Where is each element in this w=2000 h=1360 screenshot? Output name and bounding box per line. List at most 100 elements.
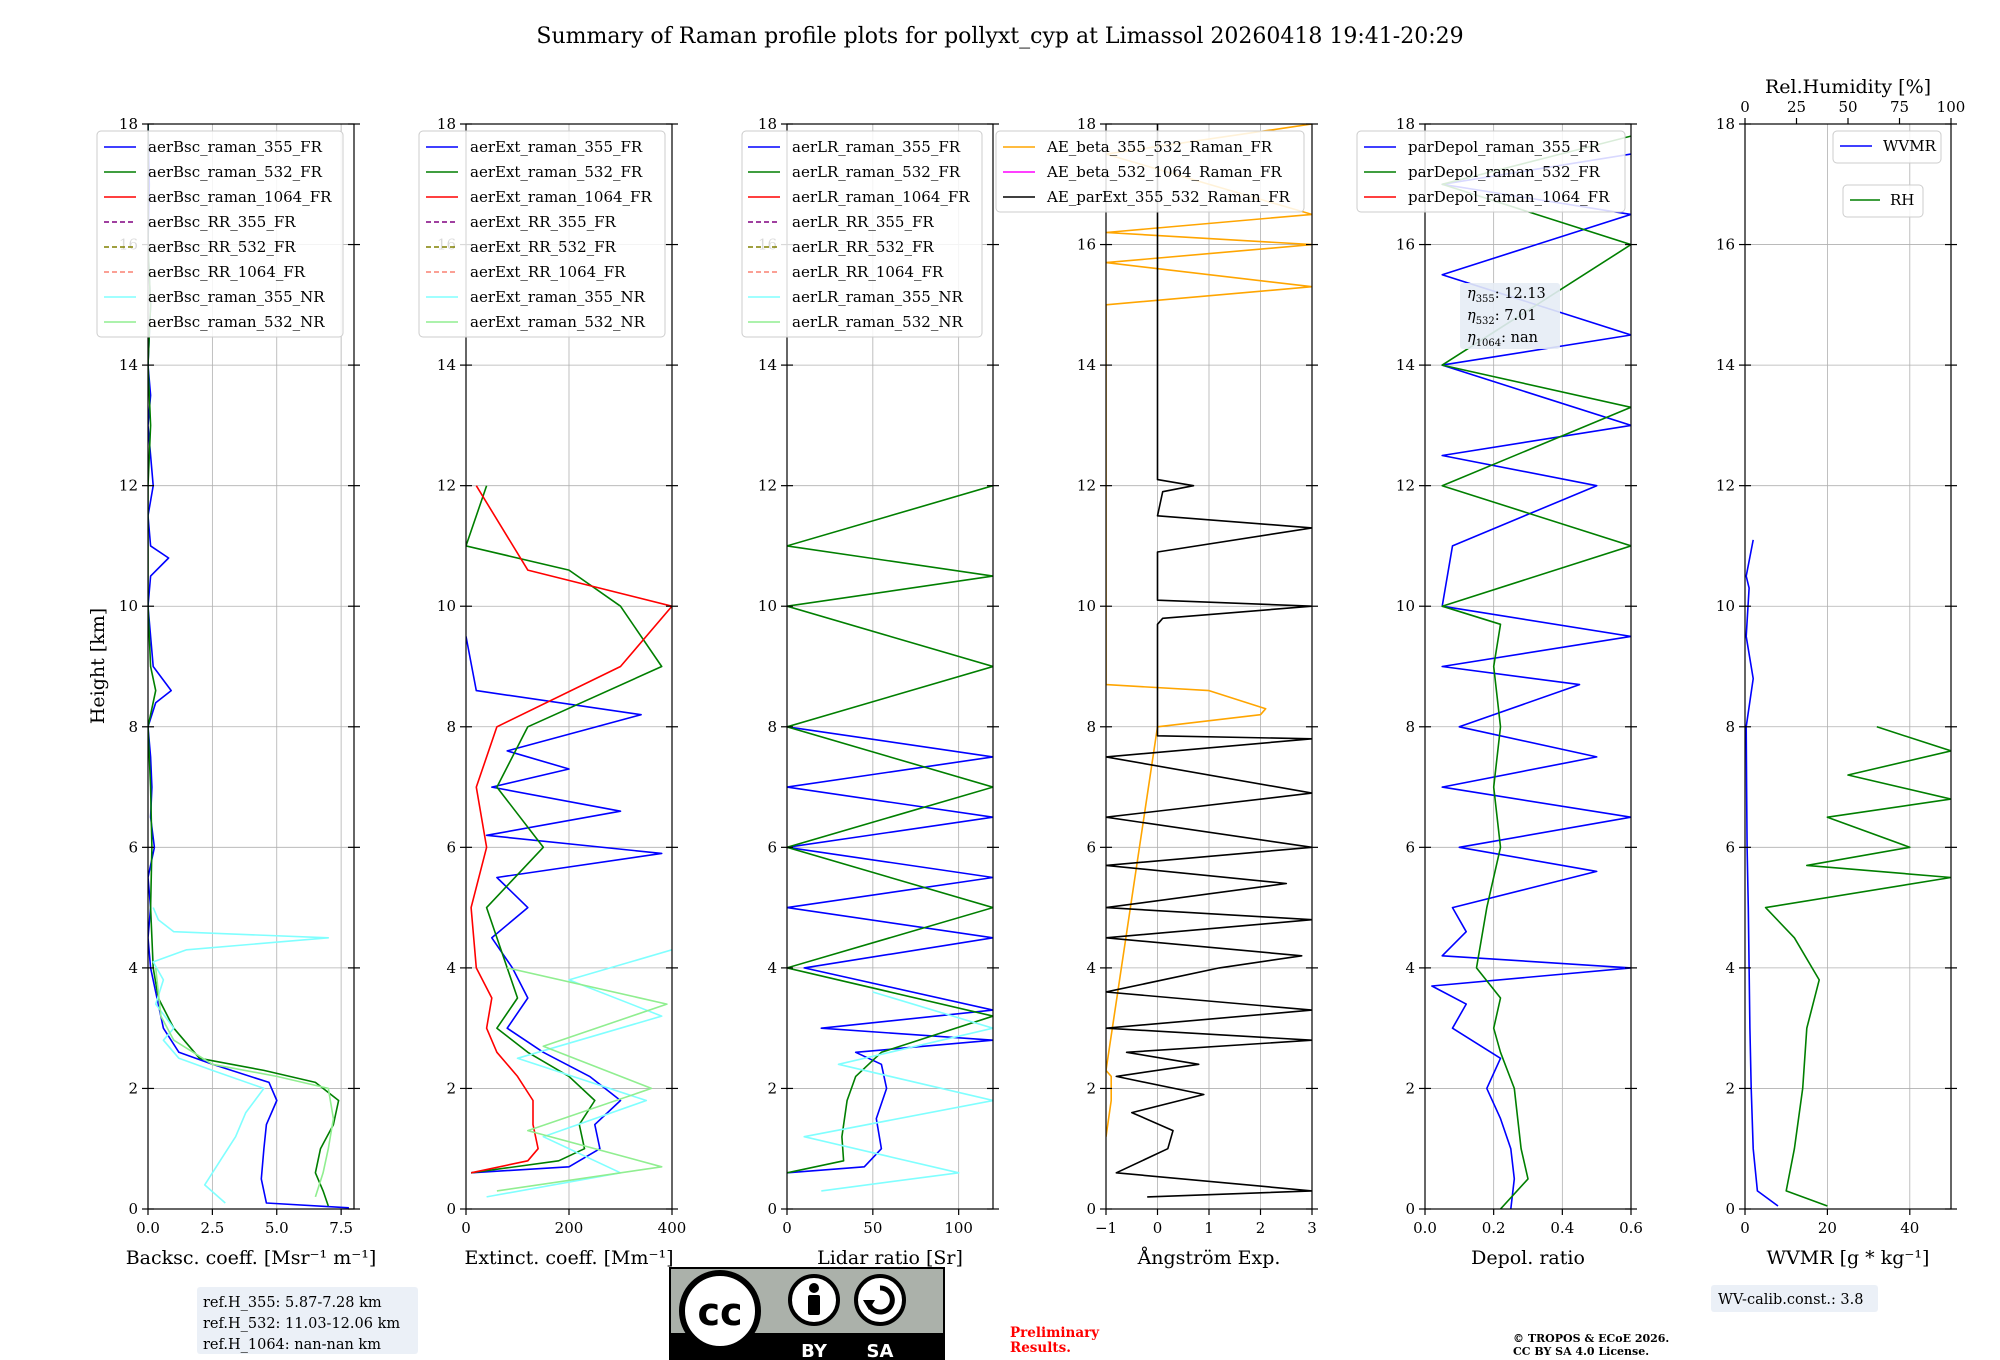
y-tick-label: 6 [446,838,456,856]
cc-logo-text: cc [697,1290,742,1334]
y-tick-label: 8 [1405,718,1415,736]
y-tick-label: 4 [1086,959,1096,977]
series-group [1745,539,1951,1207]
x-tick-label: 400 [658,1219,687,1237]
y-tick-label: 12 [437,477,456,495]
legend-label: aerExt_raman_532_NR [470,313,646,331]
x-tick-label: 0.2 [1482,1219,1506,1237]
eta-355-value: : 12.13 [1495,286,1546,302]
legend-label: aerLR_RR_532_FR [792,238,934,256]
top-x-tick-label: 100 [1937,98,1966,116]
legend-label: aerBsc_raman_532_FR [148,163,323,181]
x-tick-label: 0.6 [1619,1219,1643,1237]
eta-532-line: η532: 7.01 [1467,308,1537,327]
eta-355-line: η355: 12.13 [1467,286,1546,305]
series-line-parDepol_raman_355_FR [1431,153,1631,1209]
legend-label: AE_parExt_355_532_Raman_FR [1046,188,1291,206]
y-tick-label: 14 [758,356,777,374]
y-tick-label: 10 [437,597,456,615]
share-alike-icon [854,1274,906,1326]
legend-label: aerExt_raman_532_FR [470,163,643,181]
license-sa-label: SA [867,1341,894,1360]
y-tick-label: 6 [1086,838,1096,856]
legend-rh: RH [1842,184,1924,218]
legend-angstrom: AE_beta_355_532_Raman_FR AE_beta_532_1064… [995,130,1305,213]
y-tick-label: 14 [437,356,456,374]
legend-depol: parDepol_raman_355_FR parDepol_raman_532_… [1356,130,1626,213]
y-tick-label: 6 [128,838,138,856]
y-tick-label: 0 [1405,1200,1415,1218]
series-line-aerBsc_raman_355_NR [152,907,330,1204]
series-group [787,484,993,1192]
y-tick-label: 4 [767,959,777,977]
legend-label: aerBsc_raman_355_NR [148,288,325,306]
legend-backscatter: aerBsc_raman_355_FR aerBsc_raman_532_FRae… [96,130,344,338]
y-tick-label: 4 [446,959,456,977]
y-tick-label: 18 [1716,115,1735,133]
series-group [1106,124,1312,1198]
series-line-WVMR [1745,539,1779,1207]
y-tick-label: 12 [119,477,138,495]
series-line-aerLR_raman_355_NR [803,991,993,1192]
y-tick-label: 10 [758,597,777,615]
legend-label: parDepol_raman_1064_FR [1408,188,1610,206]
top-x-tick-label: 50 [1838,98,1857,116]
y-tick-label: 0 [128,1200,138,1218]
legend-label: aerBsc_raman_1064_FR [148,188,332,206]
y-tick-label: 18 [1077,115,1096,133]
panel-4: 0 2 4 6 8 10 12 14 16 18 0.0 0.2 0.4 0.6 Depol. ratio [1396,115,1643,1269]
legend-label: aerExt_raman_1064_FR [470,188,652,206]
y-tick-label: 0 [767,1200,777,1218]
legend-label: aerLR_RR_355_FR [792,213,934,231]
legend-label: aerExt_RR_532_FR [470,238,617,256]
legend-label: aerExt_RR_355_FR [470,213,617,231]
legend-label: aerLR_raman_355_FR [792,138,961,156]
y-tick-label: 14 [119,356,138,374]
x-tick-label: 2 [1256,1219,1266,1237]
legend-label: aerLR_raman_1064_FR [792,188,970,206]
series-line-aerLR_raman_532_FR [787,484,993,1174]
legend-label: aerBsc_RR_532_FR [148,238,296,256]
y-tick-label: 18 [758,115,777,133]
eta-1064-line: η1064: nan [1467,330,1538,349]
x-tick-label: 200 [555,1219,584,1237]
axes-frame [147,123,355,1210]
y-tick-label: 0 [1086,1200,1096,1218]
series-line-aerExt_raman_355_FR [466,636,663,1174]
series-line-AE_parExt_355_532_Raman_FR [1106,124,1312,1198]
legend-label: aerLR_raman_532_FR [792,163,961,181]
series-line-RH [1764,726,1951,1207]
y-tick-label: 14 [1716,356,1735,374]
copyright-line-2: CC BY SA 4.0 License. [1513,1345,1649,1358]
x-tick-label: 100 [944,1219,973,1237]
y-tick-label: 0 [446,1200,456,1218]
x-tick-label: 0.0 [1413,1219,1437,1237]
axes-frame [786,123,994,1210]
license-by-label: BY [801,1341,828,1360]
y-tick-label: 2 [128,1079,138,1097]
y-tick-label: 10 [1716,597,1735,615]
legend-label: parDepol_raman_355_FR [1408,138,1601,156]
x-tick-label: 20 [1818,1219,1837,1237]
y-tick-label: 16 [1077,236,1096,254]
x-axis-label: Extinct. coeff. [Mm⁻¹] [464,1247,673,1269]
legend-label: AE_beta_532_1064_Raman_FR [1046,163,1282,181]
copyright-line-1: © TROPOS & ECoE 2026. [1513,1332,1669,1345]
x-tick-label: 0.4 [1550,1219,1574,1237]
y-tick-label: 6 [1405,838,1415,856]
x-tick-label: 3 [1307,1219,1317,1237]
x-axis-label: Backsc. coeff. [Msr⁻¹ m⁻¹] [126,1247,377,1269]
top-x-tick-label: 25 [1787,98,1806,116]
series-line-aerBsc_raman_532_FR [148,124,340,1207]
legend-lidar-ratio: aerLR_raman_355_FR aerLR_raman_532_FR aerL… [741,130,983,338]
x-axis-label: Ångström Exp. [1137,1247,1281,1269]
ref-height-532: ref.H_532: 11.03-12.06 km [203,1316,400,1332]
y-tick-label: 2 [1086,1079,1096,1097]
y-tick-label: 10 [1396,597,1415,615]
x-tick-label: 0 [1740,1219,1750,1237]
legend-label: aerLR_raman_355_NR [792,288,963,306]
axes-frame [1744,123,1952,1210]
y-tick-label: 8 [767,718,777,736]
x-tick-label: 1 [1204,1219,1214,1237]
legend-label: aerExt_RR_1064_FR [470,263,626,281]
